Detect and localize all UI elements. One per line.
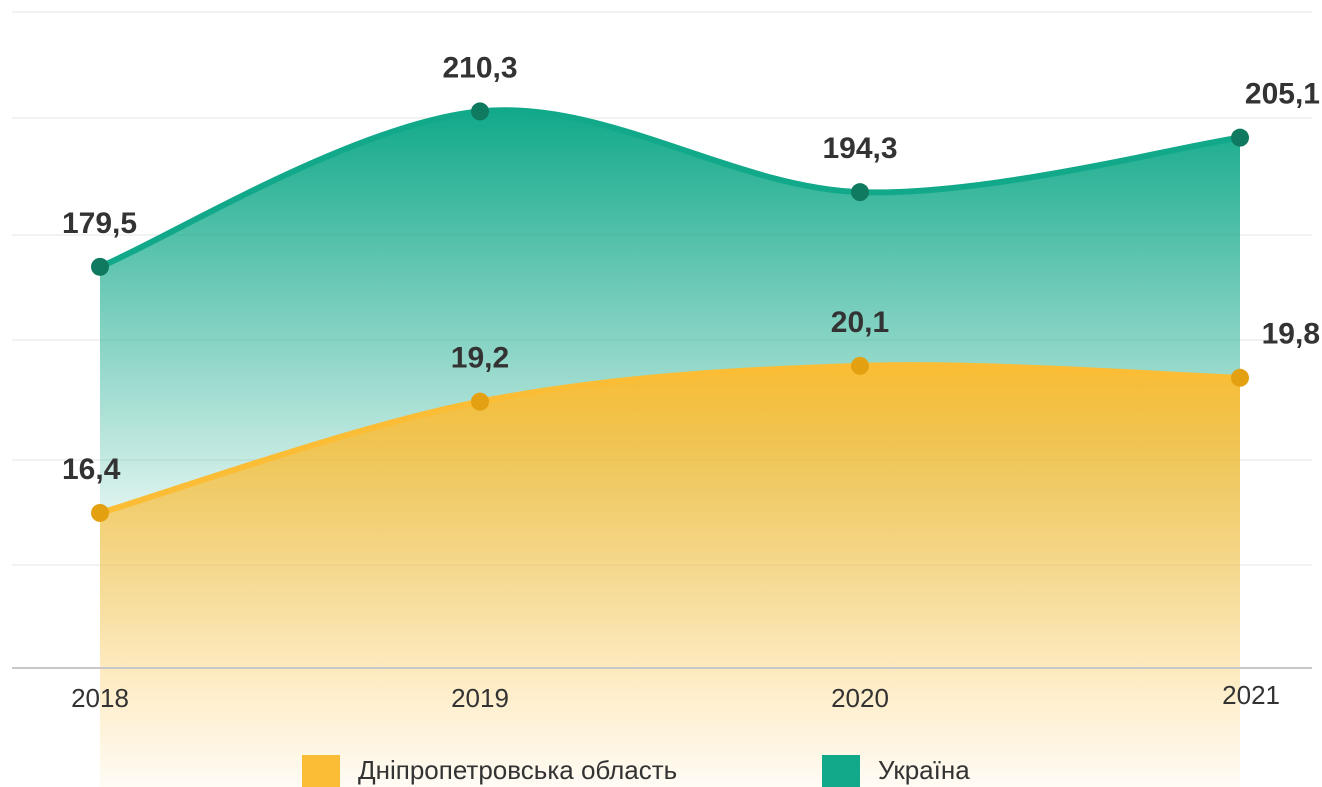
point	[1231, 368, 1249, 387]
point	[1231, 128, 1249, 147]
point	[851, 183, 869, 202]
point	[851, 356, 869, 375]
data-label: 205,1	[1245, 78, 1320, 111]
x-tick-label: 2018	[71, 683, 129, 713]
legend: Дніпропетровська область Україна	[302, 755, 970, 787]
line	[98, 107, 1241, 270]
plot: 179,5 210,3 194,3 205,1 16,4 19,2 20,1 19,8 2018…	[62, 51, 1320, 787]
point	[91, 257, 109, 276]
x-tick-label: 2019	[451, 683, 509, 713]
legend-swatch	[822, 755, 860, 787]
data-label: 194,3	[822, 132, 897, 165]
data-label: 210,3	[442, 51, 517, 84]
x-tick-label: 2020	[831, 683, 889, 713]
x-tick-label: 2021	[1222, 680, 1280, 710]
data-label: 19,8	[1262, 318, 1320, 351]
data-label: 16,4	[62, 453, 121, 486]
area	[100, 365, 1240, 787]
point	[471, 102, 489, 121]
legend-label: Україна	[878, 755, 970, 785]
data-label: 19,2	[451, 342, 509, 375]
legend-swatch	[302, 755, 340, 787]
data-label: 179,5	[62, 207, 137, 240]
line	[99, 362, 1241, 516]
legend-label: Дніпропетровська область	[358, 755, 677, 785]
point	[91, 503, 109, 522]
data-label: 20,1	[831, 306, 889, 339]
point	[471, 392, 489, 411]
